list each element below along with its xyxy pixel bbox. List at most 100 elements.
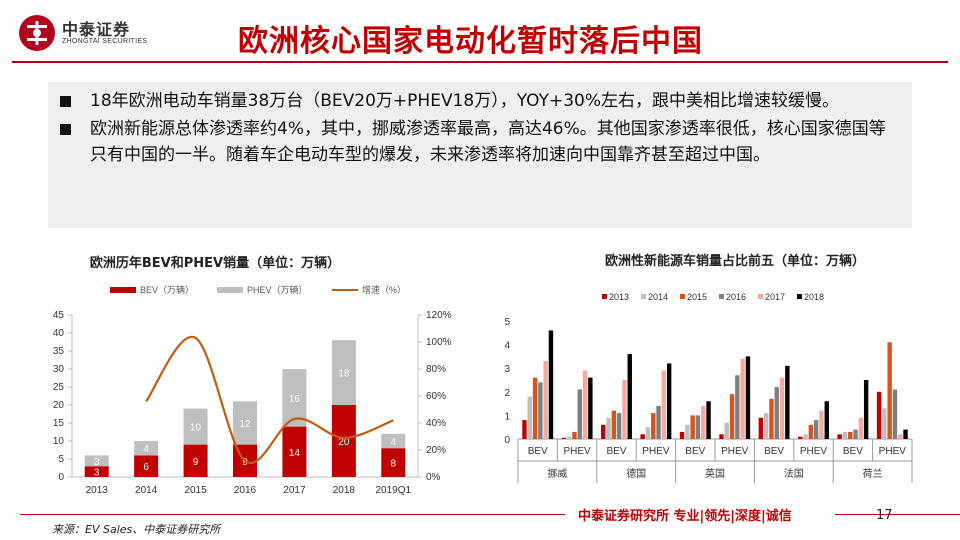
bar-phev-2015 xyxy=(183,408,208,445)
data-label-phev: 4 xyxy=(143,444,149,455)
data-label-phev: 12 xyxy=(239,419,251,430)
bullet-square-icon xyxy=(60,96,71,107)
group-label: 荷兰 xyxy=(863,467,883,480)
bar-2015-PHEV xyxy=(887,342,892,439)
bar-2015-PHEV xyxy=(729,394,735,439)
bar-2017-BEV xyxy=(543,361,548,439)
bar-2015-BEV xyxy=(611,410,617,439)
y-tick-label: 5 xyxy=(504,317,510,328)
bar-2018-PHEV xyxy=(666,363,672,439)
page-number: 17 xyxy=(876,508,893,523)
data-label-phev: 18 xyxy=(338,369,350,380)
y-tick-label: 0 xyxy=(504,435,510,446)
logo-emblem-icon xyxy=(19,15,55,51)
y-tick-label: 3 xyxy=(504,364,510,375)
legend-swatch-2013 xyxy=(602,294,607,299)
group-label: 德国 xyxy=(626,467,646,480)
bar-2015-PHEV xyxy=(651,413,656,439)
bar-2013-BEV xyxy=(679,431,685,439)
bar-2017-PHEV xyxy=(898,434,903,439)
bar-2017-BEV xyxy=(701,405,706,439)
data-label-bev: 6 xyxy=(143,462,149,473)
bar-2013-PHEV xyxy=(561,437,567,439)
bar-2017-BEV xyxy=(622,380,627,439)
bar-phev-2014 xyxy=(134,441,159,456)
source-note: 来源：EV Sales、中泰证券研究所 xyxy=(52,523,221,536)
left-tick-label: 25 xyxy=(53,382,65,393)
left-tick-label: 0 xyxy=(58,472,64,483)
bar-2015-PHEV xyxy=(572,431,577,439)
bar-2014-BEV xyxy=(606,417,611,439)
bar-2015-BEV xyxy=(769,398,774,439)
right-tick-label: 60% xyxy=(426,391,446,402)
data-label-phev: 10 xyxy=(190,423,202,434)
right-tick-label: 100% xyxy=(426,337,452,348)
bar-phev-2019Q1 xyxy=(381,433,406,449)
bar-2014-PHEV xyxy=(803,434,808,439)
right-tick-label: 40% xyxy=(426,418,446,429)
bar-2018-PHEV xyxy=(824,401,829,439)
chart2-title: 欧洲性新能源车销量占比前五（单位：万辆） xyxy=(604,254,865,269)
bar-2016-PHEV xyxy=(813,420,819,439)
legend-label-2015: 2015 xyxy=(687,292,707,302)
left-tick-label: 35 xyxy=(53,346,65,357)
bullet-text-2: 欧洲新能源总体渗透率约4%，其中，挪威渗透率最高，高达46%。其他国家渗透率很低… xyxy=(90,119,886,165)
left-tick-label: 40 xyxy=(53,328,65,339)
footer-slogan: 中泰证券研究所 专业|领先|深度|诚信 xyxy=(578,509,792,524)
footer-rule-left xyxy=(20,514,565,515)
legend-label-0: BEV（万辆） xyxy=(140,284,194,295)
x-tick-label: 2017 xyxy=(283,485,306,496)
data-label-phev: 3 xyxy=(94,457,100,468)
bar-2015-BEV xyxy=(848,431,853,439)
bar-phev-2017 xyxy=(282,369,307,427)
legend-swatch-2018 xyxy=(797,294,802,299)
x-tick-label: 2016 xyxy=(234,485,257,496)
data-label-phev: 16 xyxy=(289,394,301,405)
x-tick-label: BEV xyxy=(764,446,784,457)
bar-2013-BEV xyxy=(522,420,527,439)
legend-label-2018: 2018 xyxy=(804,292,824,302)
bar-bev-2015 xyxy=(183,444,208,477)
bar-bev-2019Q1 xyxy=(381,448,406,477)
right-tick-label: 0% xyxy=(426,472,441,483)
left-tick-label: 45 xyxy=(53,310,65,321)
right-tick-label: 80% xyxy=(426,364,446,375)
legend-label-1: PHEV（万辆） xyxy=(247,284,308,295)
bullet-item-1: 18年欧洲电动车销量38万台（BEV20万+PHEV18万），YOY+30%左右… xyxy=(58,88,902,114)
x-tick-label: PHEV xyxy=(642,446,670,457)
legend-label-2017: 2017 xyxy=(765,292,785,302)
bar-phev-2016 xyxy=(233,401,257,445)
bar-2013-PHEV xyxy=(876,391,882,439)
bar-2016-BEV xyxy=(853,429,858,439)
top5-countries-bar-chart: 2013 2014 2015 2016 2017 2018 0 1 2 3 4 5 BEV PHEV BEV… xyxy=(504,292,913,483)
legend-swatch-1 xyxy=(217,287,243,293)
bar-2015-BEV xyxy=(690,415,695,439)
bar-2017-BEV xyxy=(779,377,785,439)
x-tick-label: BEV xyxy=(843,446,863,457)
x-tick-label: 2014 xyxy=(135,485,158,496)
bar-2014-PHEV xyxy=(566,436,572,439)
chart1-title: 欧洲历年BEV和PHEV销量（单位：万辆） xyxy=(89,256,341,271)
page-title: 欧洲核心国家电动化暂时落后中国 xyxy=(238,24,703,59)
bar-2018-BEV xyxy=(785,365,790,439)
group-label: 法国 xyxy=(784,467,804,480)
growth-rate-line xyxy=(145,335,394,465)
bar-2014-BEV xyxy=(685,424,690,439)
x-tick-label: BEV xyxy=(606,446,626,457)
x-tick-label: PHEV xyxy=(800,446,828,457)
group-label: 英国 xyxy=(705,467,725,480)
sales-stacked-bar-chart: BEV（万辆） PHEV（万辆） 增速（%） 0 5 10 15 20 25 30 35 40 45 0%… xyxy=(53,284,452,496)
x-tick-label: PHEV xyxy=(879,446,907,457)
legend-label-2016: 2016 xyxy=(726,292,746,302)
bar-2016-BEV xyxy=(616,413,622,439)
legend-swatch-2016 xyxy=(719,294,724,299)
bar-2015-PHEV xyxy=(808,424,814,439)
x-tick-label: 2018 xyxy=(333,485,356,496)
legend-swatch-2015 xyxy=(680,294,685,299)
left-tick-label: 10 xyxy=(53,436,65,447)
bar-phev-2013 xyxy=(84,455,109,467)
x-tick-label: PHEV xyxy=(721,446,749,457)
data-label-bev: 14 xyxy=(289,448,301,459)
x-tick-label: 2015 xyxy=(184,485,207,496)
x-tick-label: BEV xyxy=(528,446,548,457)
